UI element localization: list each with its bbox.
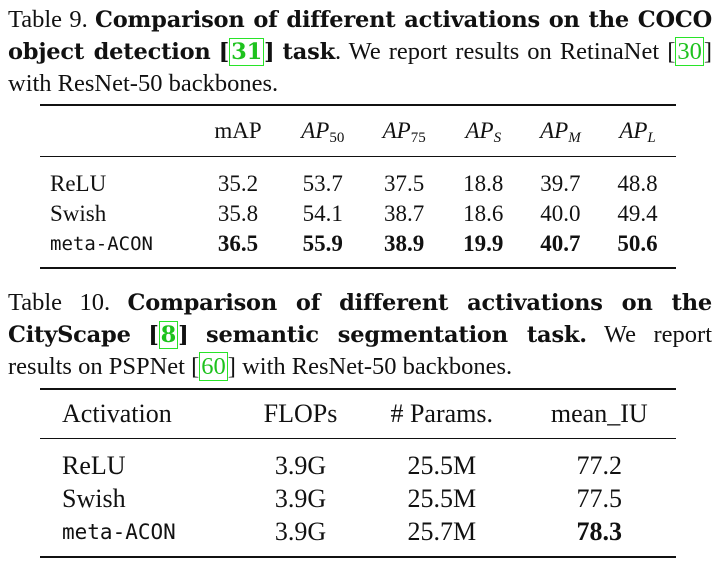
table-cell: 18.8 [463,171,504,196]
table-row: meta-ACON 3.9G 25.7M 78.3 [40,515,676,557]
table10-col-params: # Params. [390,399,494,428]
table9-col-ap75: AP75 [382,118,426,146]
table-cell: 53.7 [302,171,343,196]
table-cell: 3.9G [274,516,327,546]
table-cell: 50.6 [617,231,658,256]
table-cell: 40.7 [540,231,581,256]
table-cell: 36.5 [217,231,259,256]
table-cell: 35.2 [217,171,259,196]
table9-col-ap50: AP50 [301,118,345,146]
table9-desc-part2: with ResNet-50 backbones. [8,70,279,97]
table9-citation-31[interactable]: 31 [231,39,263,65]
table9-citation-30[interactable]: 30 [677,38,702,65]
table-cell: 25.5M [407,450,477,480]
table10-citation-8[interactable]: 8 [160,322,177,348]
table-cell: 48.8 [617,171,658,196]
table9-col-apl: APL [619,118,656,146]
table10-label: Table 10. [8,289,111,316]
table-cell: 77.2 [576,450,623,480]
table-cell: 37.5 [384,171,425,196]
table10-desc-part1: We report results on PSPNet [8,321,713,380]
table-cell: 54.1 [302,201,343,226]
table10-cityscape-segmentation: Activation FLOPs # Params. mean_IU ReLU … [40,388,676,558]
table9-label: Table 9. [8,6,88,33]
table-row: ReLU 3.9G 25.5M 77.2 [40,439,676,483]
table-cell: 38.9 [384,231,425,256]
table-cell: 25.5M [407,483,477,513]
table10-col-activation: Activation [62,399,172,428]
table-cell: 55.9 [302,231,343,256]
table-cell: 3.9G [274,450,327,480]
table-cell: 35.8 [217,201,259,226]
table-cell: 19.9 [463,231,504,256]
table-row: meta-ACON 36.5 55.9 38.9 19.9 40.7 50.6 [40,229,676,268]
table-cell: 39.7 [540,171,581,196]
table10-col-flops: FLOPs [263,399,338,428]
table-cell: 40.0 [540,201,581,226]
table-cell: 3.9G [274,483,327,513]
table-row: ReLU 35.2 53.7 37.5 18.8 39.7 48.8 [40,157,676,200]
table-cell: 25.7M [407,516,477,546]
table-cell: 78.3 [576,516,623,546]
row-label-meta-acon: meta-ACON [62,519,176,544]
table9-title-part1: Comparison of different activations on t… [8,7,713,65]
table10-citation-60[interactable]: 60 [201,353,226,380]
table-cell: 49.4 [617,201,658,226]
table10-title-part2: semantic segmentation task. [206,322,587,348]
table9-coco-detection: mAP AP50 AP75 APS APM APL ReLU 35.2 53.7… [40,104,676,269]
row-label-meta-acon: meta-ACON [50,233,153,255]
row-label-swish: Swish [62,483,126,513]
table9-desc-part1: . We report results on RetinaNet [334,38,660,65]
table9-title-part2: task [282,39,336,65]
table9-col-apm: APM [540,118,581,146]
table-row: Swish 3.9G 25.5M 77.5 [40,482,676,515]
table-cell: 18.6 [463,201,504,226]
table10-col-mean-iu: mean_IU [550,399,648,428]
row-label-relu: ReLU [50,171,107,196]
row-label-relu: ReLU [62,450,126,480]
table9-col-map: mAP [214,118,262,143]
table9-col-aps: APS [465,118,502,146]
table-row: Swish 35.8 54.1 38.7 18.6 40.0 49.4 [40,199,676,229]
table9-header-row: mAP AP50 AP75 APS APM APL [40,105,676,157]
table10-caption: Table 10. Comparison of different activa… [8,289,713,381]
table-cell: 77.5 [576,483,623,513]
table10-desc-part2: with ResNet-50 backbones. [242,353,513,380]
row-label-swish: Swish [50,201,107,226]
table10-title-part1: Comparison of different activations on t… [8,290,713,348]
table-cell: 38.7 [384,201,425,226]
table10-header-row: Activation FLOPs # Params. mean_IU [40,389,676,439]
table9-caption: Table 9. Comparison of different activat… [8,6,713,97]
